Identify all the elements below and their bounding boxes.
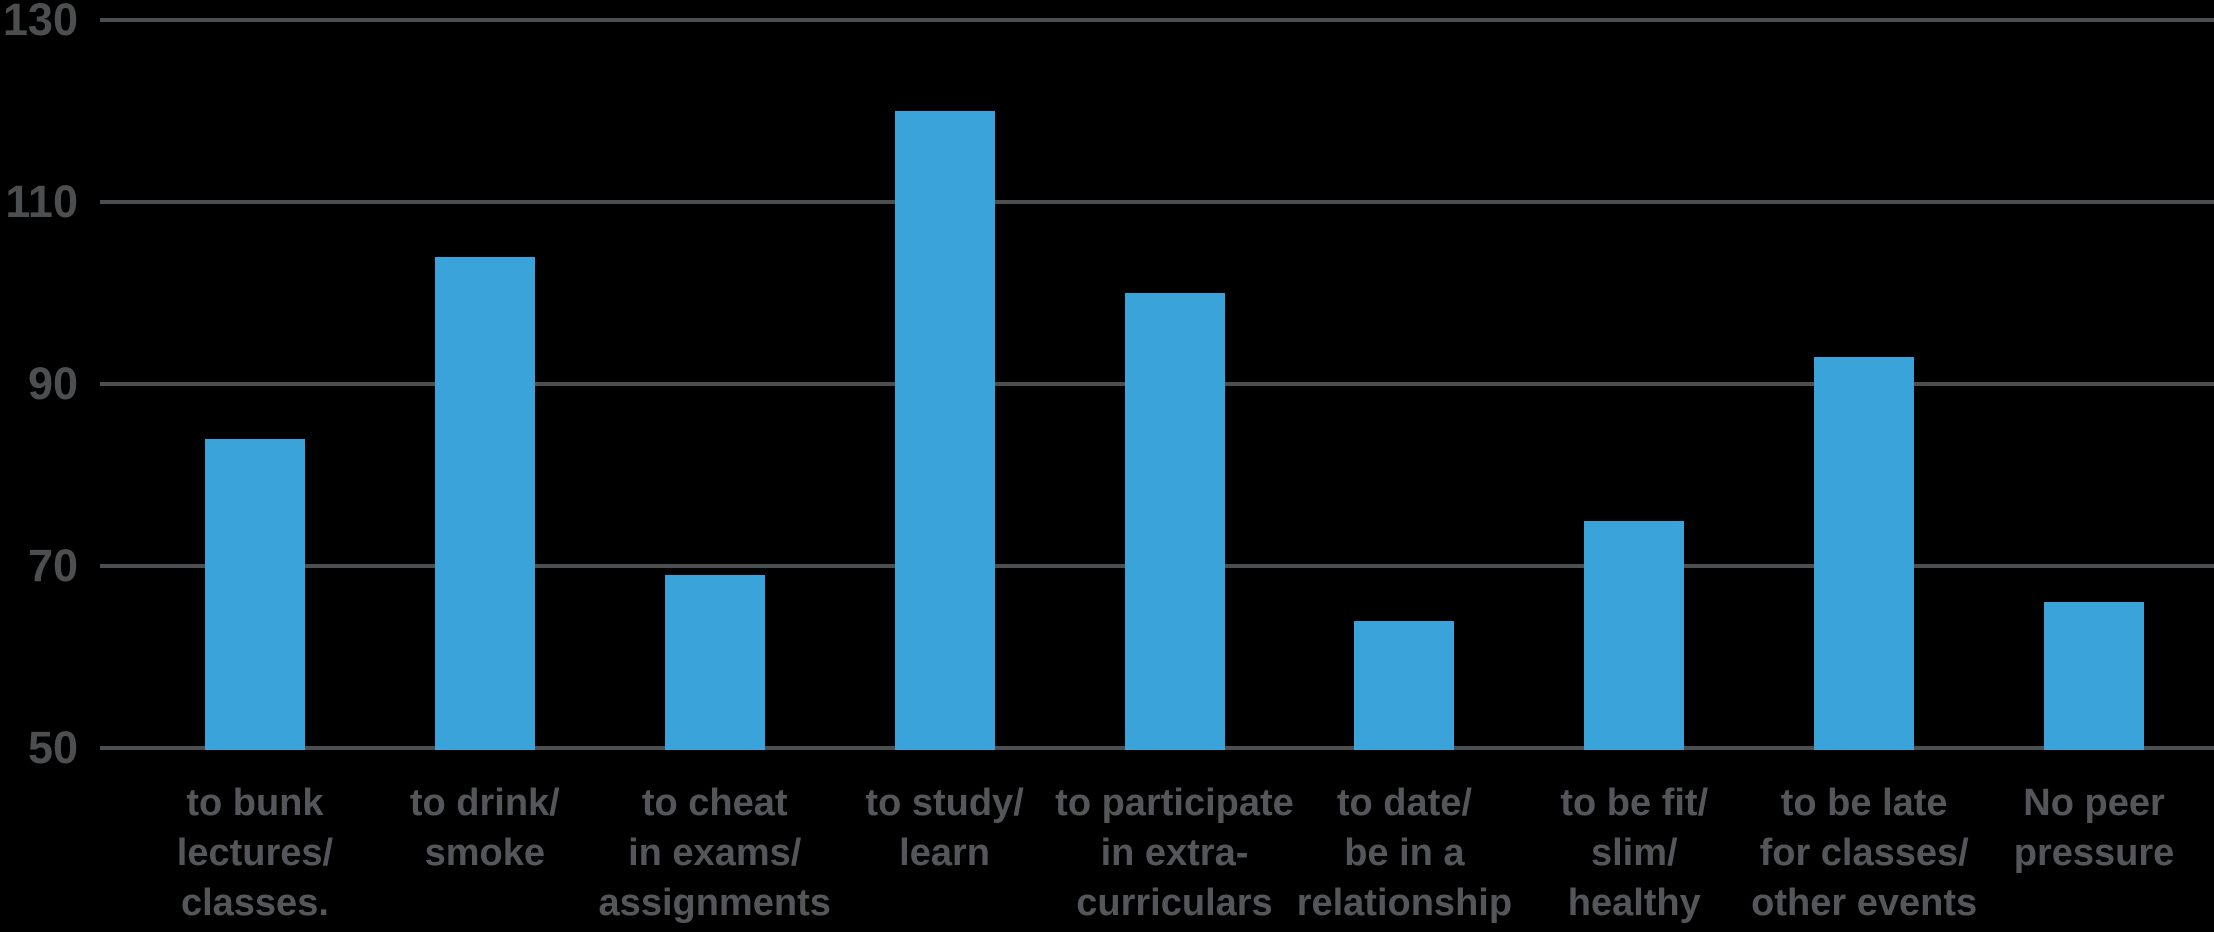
gridline-130 [100, 18, 2214, 22]
y-tick-label-70: 70 [27, 540, 78, 591]
x-category-label-line: classes. [180, 882, 329, 924]
x-category-label-line: to study/ [865, 782, 1024, 824]
x-category-label-line: other events [1751, 882, 1978, 924]
x-category-label-line: slim/ [1590, 832, 1678, 874]
y-tick-label-90: 90 [27, 358, 78, 409]
x-category-label-8: to be late for classes/other events [1719, 778, 2009, 928]
bar-2 [434, 256, 535, 750]
x-category-label-line: curriculars [1076, 882, 1273, 924]
x-category-label-4: to study/learn [800, 778, 1090, 878]
bar-3 [664, 575, 765, 750]
x-category-label-9: No peer pressure [1949, 778, 2214, 878]
x-category-label-line: to be fit/ [1560, 782, 1709, 824]
x-category-label-line: in exams/ [628, 832, 802, 874]
bar-4 [894, 111, 995, 750]
x-category-label-line: to bunk [186, 782, 324, 824]
x-category-label-line: learn [899, 832, 990, 874]
x-category-label-2: to drink/smoke [340, 778, 630, 878]
bar-1 [204, 438, 305, 750]
x-category-label-line: to date/ [1336, 782, 1472, 824]
x-category-label-6: to date/be in a relationship [1259, 778, 1549, 928]
x-category-label-3: to cheat in exams/assignments [570, 778, 860, 928]
x-category-label-line: lectures/ [176, 832, 334, 874]
x-category-label-line: assignments [598, 882, 831, 924]
y-tick-label-130: 130 [2, 0, 78, 45]
x-category-label-line: relationship [1296, 882, 1513, 924]
x-category-label-line: to participate [1055, 782, 1294, 824]
x-category-label-line: pressure [2013, 832, 2175, 874]
y-tick-label-110: 110 [5, 176, 78, 227]
bar-7 [1584, 520, 1685, 750]
bar-8 [1814, 356, 1915, 750]
x-category-label-line: for classes/ [1759, 832, 1969, 874]
x-category-label-line: to cheat [641, 782, 788, 824]
x-category-label-line: healthy [1567, 882, 1701, 924]
x-category-label-line: to drink/ [409, 782, 560, 824]
x-category-label-line: in extra- [1100, 832, 1249, 874]
bar-6 [1354, 620, 1455, 750]
x-category-label-5: to participate in extra-curriculars [1030, 778, 1320, 928]
x-category-label-line: smoke [424, 832, 546, 874]
x-category-label-line: to be late [1780, 782, 1948, 824]
x-category-label-line: No peer [2023, 782, 2165, 824]
gridline-110 [100, 200, 2214, 204]
x-category-label-line: be in a [1344, 832, 1465, 874]
bar-5 [1124, 293, 1225, 750]
y-tick-label-50: 50 [27, 722, 78, 773]
bar-9 [2044, 602, 2145, 750]
x-category-label-1: to bunk lectures/classes. [110, 778, 400, 928]
x-category-label-7: to be fit/slim/healthy [1489, 778, 1779, 928]
